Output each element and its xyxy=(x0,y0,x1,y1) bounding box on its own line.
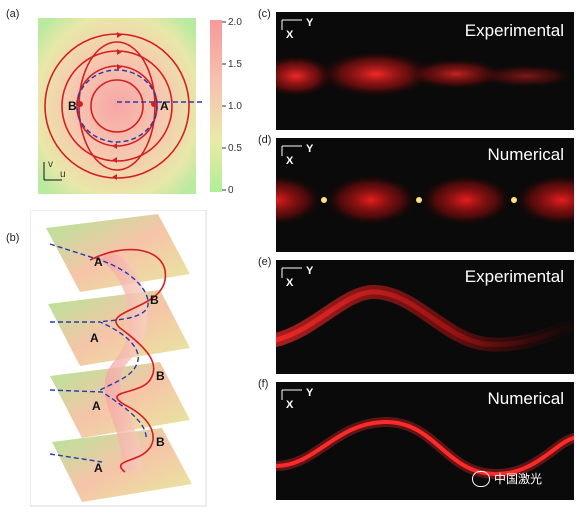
panel-c-title: Experimental xyxy=(465,21,564,40)
b-point-b-2: B xyxy=(156,369,165,383)
panel-label-b: (b) xyxy=(6,232,20,244)
wechat-icon xyxy=(472,470,490,487)
panel-label-c: (c) xyxy=(258,8,271,20)
panel-label-a: (a) xyxy=(6,8,20,20)
panel-e-title: Experimental xyxy=(465,267,564,286)
b-point-b-1: B xyxy=(150,293,159,307)
axis-u-label: u xyxy=(60,169,66,180)
b-point-a-2: A xyxy=(90,331,99,345)
panel-label-d: (d) xyxy=(258,134,272,146)
panel-d-image: Numerical X Y xyxy=(276,143,574,226)
panel-e-y-label: Y xyxy=(306,265,314,277)
panel-d-y-label: Y xyxy=(306,143,314,155)
b-point-a-4: A xyxy=(94,461,103,475)
colorbar-tick-3: 0.5 xyxy=(228,143,242,154)
field-map xyxy=(38,18,196,194)
colorbar-tick-0: 2.0 xyxy=(228,17,242,28)
panel-f-x-label: X xyxy=(286,399,294,411)
b-point-a-3: A xyxy=(92,399,101,413)
colorbar-ticks xyxy=(222,21,226,191)
panel-e-x-label: X xyxy=(286,277,294,289)
spiral-trajectory xyxy=(89,248,167,473)
point-a-label: A xyxy=(160,99,169,113)
panel-a-figure: B A v u 2.0 1.5 1.0 0.5 0 xyxy=(38,17,242,196)
panel-c: Experimental X Y xyxy=(276,12,574,130)
point-b-label: B xyxy=(68,99,77,113)
panel-label-f: (f) xyxy=(258,378,269,390)
b-point-a-1: A xyxy=(94,255,103,269)
stacked-planes xyxy=(46,214,192,502)
panel-f-image: Numerical X Y xyxy=(276,387,574,480)
colorbar-tick-4: 0 xyxy=(228,185,234,196)
b-point-b-3: B xyxy=(156,435,165,449)
panel-c-x-label: X xyxy=(286,29,294,41)
panel-d: Numerical X Y xyxy=(276,138,574,252)
dashed-path xyxy=(49,243,149,463)
watermark: 中国激光 xyxy=(472,470,542,487)
panel-c-y-label: Y xyxy=(306,17,314,29)
panel-d-x-label: X xyxy=(286,155,294,167)
axis-v-label: v xyxy=(48,159,53,170)
panel-f-title: Numerical xyxy=(487,389,564,408)
uv-axes xyxy=(43,162,62,181)
colorbar-tick-1: 1.5 xyxy=(228,59,242,70)
panel-d-title: Numerical xyxy=(487,145,564,164)
watermark-text: 中国激光 xyxy=(494,472,543,486)
panel-b-figure: A B A B A B A xyxy=(30,210,207,507)
panel-e-image: Experimental X Y xyxy=(276,265,574,352)
panel-f: Numerical X Y 中国激光 xyxy=(276,382,574,500)
panel-e: Experimental X Y xyxy=(276,260,574,374)
panel-label-e: (e) xyxy=(258,256,272,268)
colorbar-tick-2: 1.0 xyxy=(228,101,242,112)
panel-f-y-label: Y xyxy=(306,387,314,399)
colorbar xyxy=(210,20,222,192)
orbit-arrows xyxy=(112,32,122,180)
panel-c-image: Experimental X Y xyxy=(276,17,574,98)
